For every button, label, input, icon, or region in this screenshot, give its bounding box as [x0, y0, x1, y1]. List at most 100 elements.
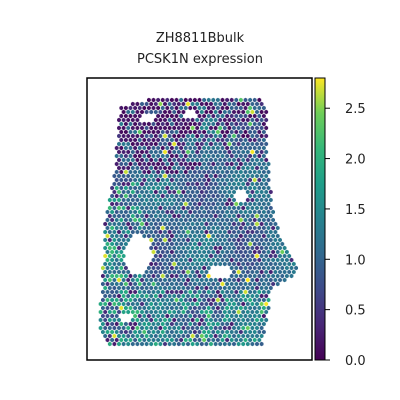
expression-spot	[204, 245, 209, 251]
expression-spot	[218, 189, 223, 195]
expression-spot	[142, 313, 147, 319]
expression-spot	[232, 149, 236, 155]
expression-spot	[128, 305, 133, 311]
expression-spot	[114, 201, 119, 207]
expression-spot	[225, 241, 230, 247]
expression-spot	[197, 193, 202, 199]
expression-spot	[149, 133, 154, 139]
expression-spot	[225, 281, 230, 287]
expression-spot	[236, 317, 241, 323]
expression-spot	[153, 109, 158, 115]
expression-spot	[229, 233, 234, 239]
expression-spot	[110, 225, 115, 231]
expression-spot	[243, 289, 248, 295]
expression-spot	[227, 229, 232, 235]
expression-spot	[133, 105, 138, 111]
expression-spot	[174, 265, 179, 271]
expression-spot	[229, 289, 234, 295]
expression-spot	[227, 165, 232, 171]
expression-spot	[130, 341, 135, 347]
expression-spot	[259, 205, 264, 211]
expression-spot	[264, 301, 269, 307]
expression-spot	[234, 177, 239, 183]
expression-spot	[225, 209, 230, 215]
expression-spot	[188, 305, 193, 311]
expression-spot	[202, 225, 207, 231]
expression-spot	[197, 233, 202, 239]
expression-spot	[232, 333, 236, 339]
expression-spot	[165, 153, 170, 159]
expression-spot	[211, 121, 216, 127]
expression-spot	[142, 185, 147, 191]
expression-spot	[156, 257, 161, 263]
expression-spot	[128, 201, 133, 207]
expression-spot	[172, 141, 177, 147]
expression-spot	[257, 129, 262, 135]
expression-spot	[114, 273, 119, 279]
expression-spot	[107, 245, 112, 251]
expression-spot	[140, 189, 144, 195]
expression-spot	[176, 237, 181, 243]
expression-spot	[238, 209, 243, 215]
expression-spot	[213, 317, 218, 323]
expression-spot	[261, 329, 266, 335]
expression-spot	[206, 313, 211, 319]
expression-spot	[107, 277, 112, 283]
expression-spot	[133, 329, 138, 335]
expression-spot	[169, 305, 174, 311]
expression-spot	[197, 153, 202, 159]
expression-spot	[176, 181, 181, 187]
expression-spot	[163, 261, 167, 267]
expression-spot	[165, 209, 170, 215]
expression-spot	[137, 313, 142, 319]
expression-spot	[241, 125, 246, 131]
expression-spot	[202, 129, 207, 135]
expression-spot	[140, 157, 144, 163]
expression-spot	[137, 209, 142, 215]
expression-spot	[243, 241, 248, 247]
expression-spot	[195, 197, 200, 203]
expression-spot	[146, 297, 151, 303]
expression-spot	[206, 185, 211, 191]
expression-spot	[213, 117, 218, 123]
expression-spot	[188, 257, 193, 263]
expression-spot	[264, 309, 269, 315]
expression-spot	[167, 237, 172, 243]
expression-spot	[218, 333, 223, 339]
expression-spot	[238, 169, 243, 175]
expression-spot	[172, 237, 177, 243]
expression-spot	[199, 197, 204, 203]
expression-spot	[213, 101, 218, 107]
expression-spot	[110, 305, 115, 311]
expression-spot	[202, 257, 207, 263]
expression-spot	[255, 125, 259, 131]
expression-spot	[158, 165, 163, 171]
expression-spot	[257, 337, 262, 343]
expression-spot	[169, 201, 174, 207]
expression-spot	[123, 265, 128, 271]
expression-spot	[257, 297, 262, 303]
expression-spot	[169, 113, 174, 119]
expression-spot	[275, 257, 280, 263]
expression-spot	[167, 293, 172, 299]
expression-spot	[204, 101, 209, 107]
expression-spot	[179, 113, 184, 119]
expression-spot	[172, 341, 177, 347]
expression-spot	[264, 197, 269, 203]
expression-spot	[294, 265, 299, 271]
expression-spot	[117, 317, 121, 323]
expression-spot	[192, 185, 197, 191]
expression-spot	[271, 257, 276, 263]
expression-spot	[199, 173, 204, 179]
expression-spot	[126, 117, 131, 123]
expression-spot	[146, 273, 151, 279]
expression-spot	[176, 141, 181, 147]
expression-spot	[264, 213, 269, 219]
expression-spot	[121, 197, 126, 203]
expression-spot	[259, 229, 264, 235]
expression-spot	[153, 117, 158, 123]
expression-spot	[238, 201, 243, 207]
expression-spot	[197, 177, 202, 183]
expression-spot	[252, 185, 257, 191]
expression-spot	[149, 309, 154, 315]
